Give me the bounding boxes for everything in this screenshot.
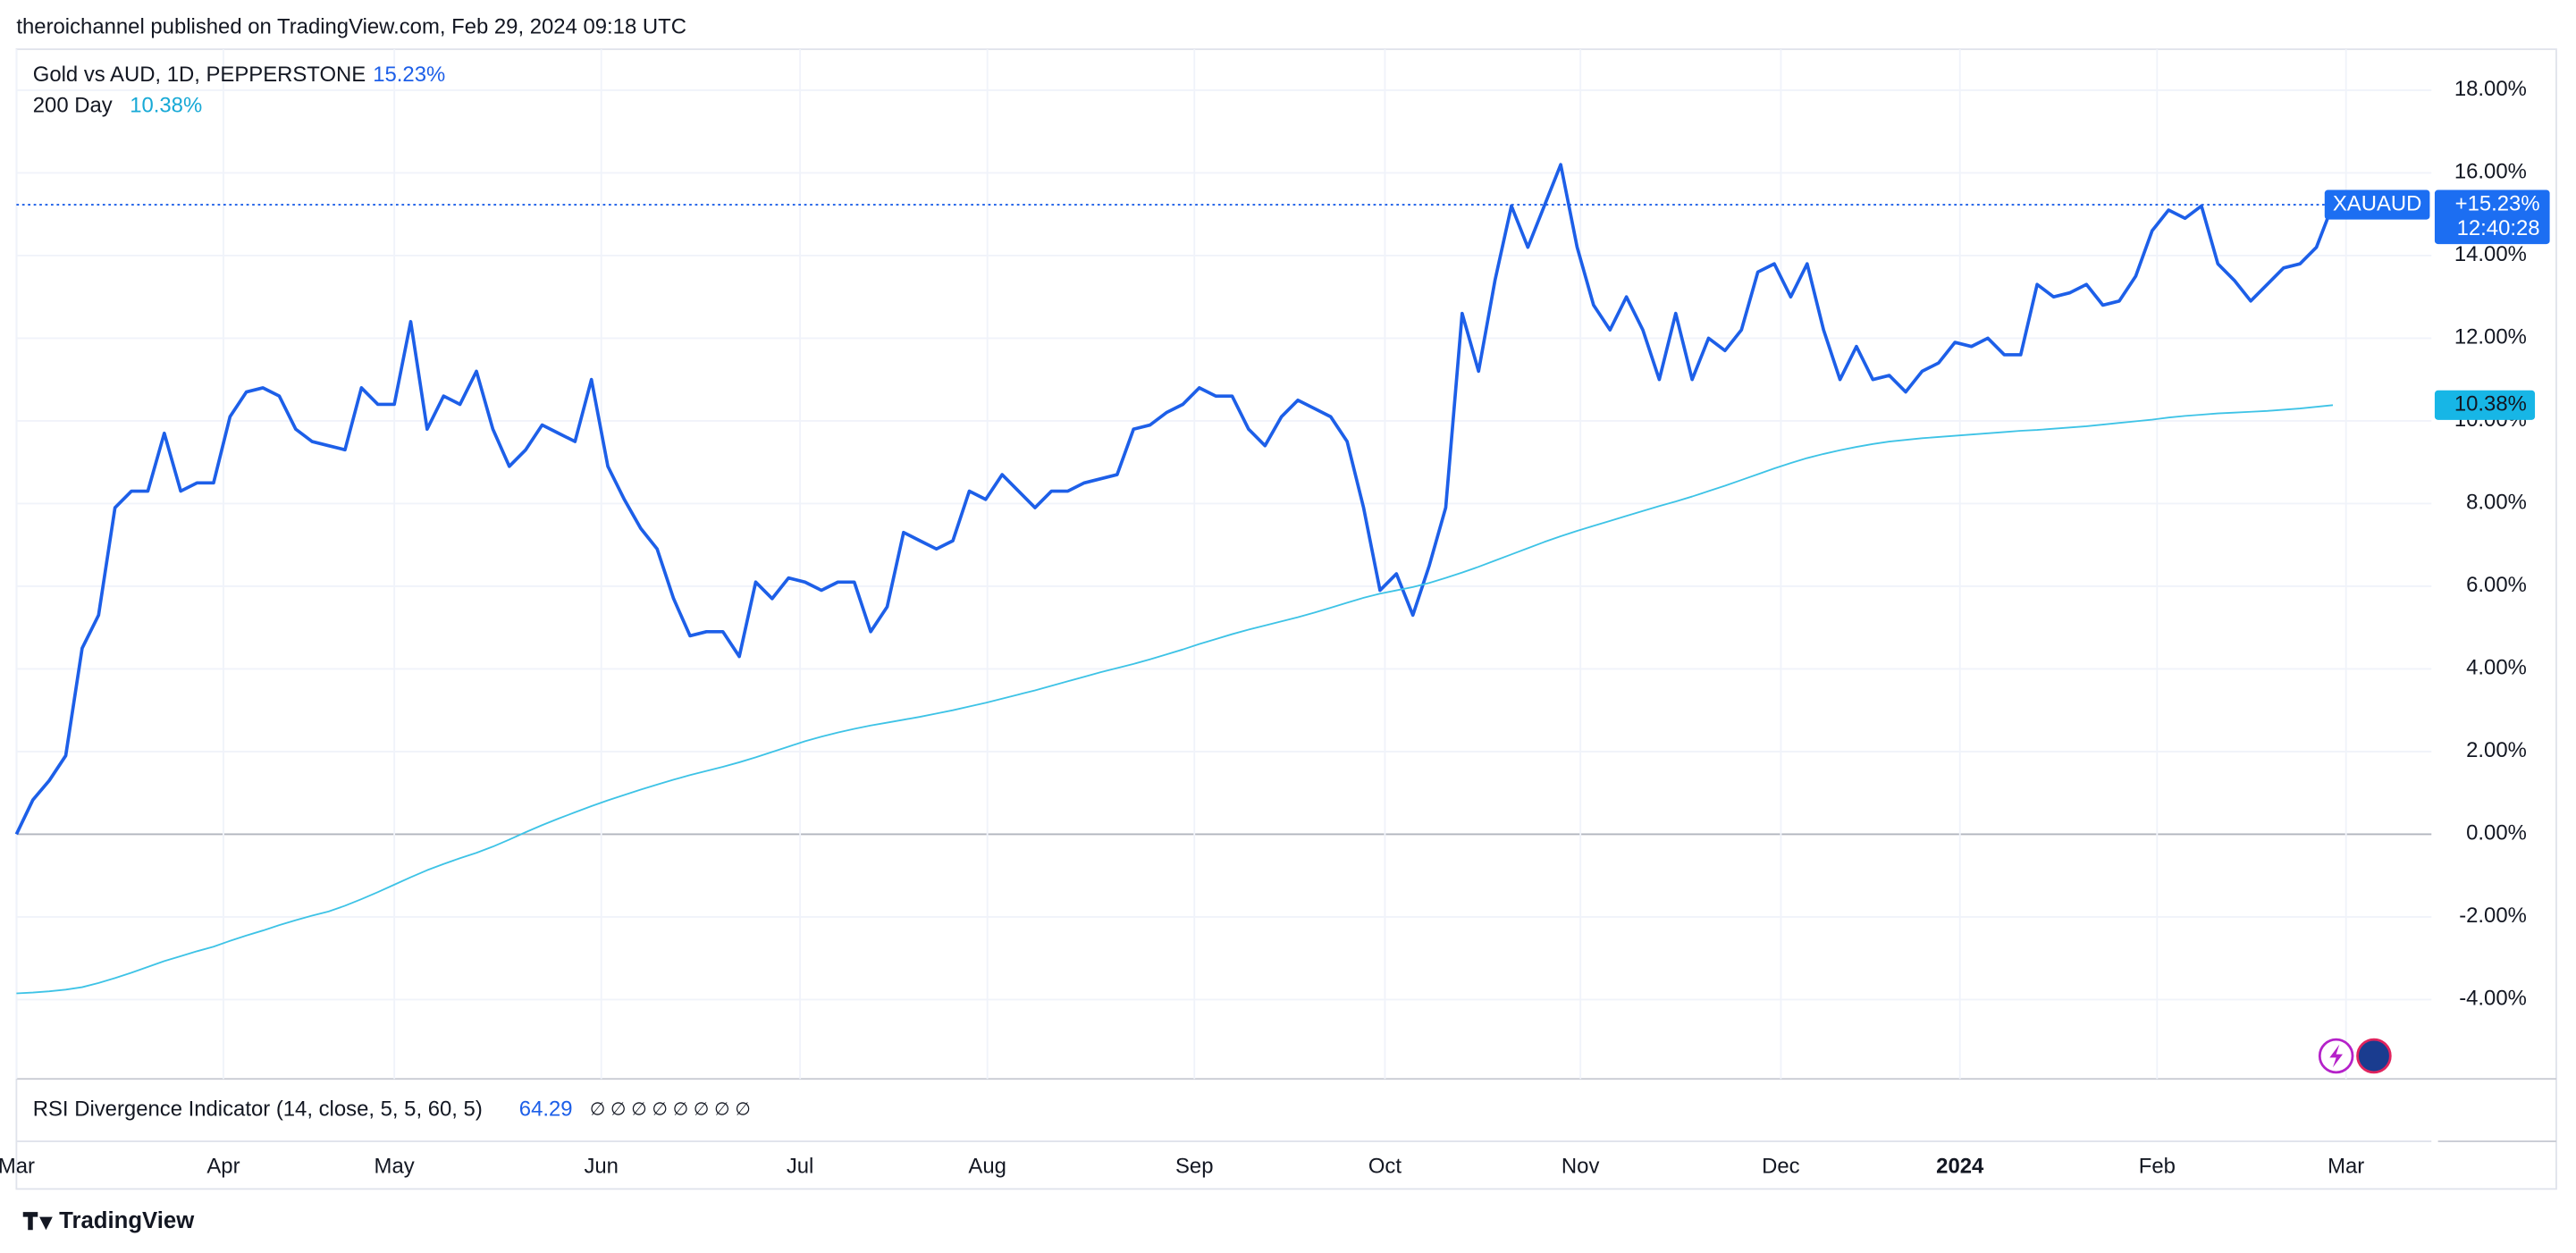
indicator-name: RSI Divergence Indicator (14, close, 5, …: [33, 1097, 483, 1121]
legend-title: Gold vs AUD, 1D, PEPPERSTONE: [33, 63, 366, 87]
footer: TradingView: [59, 1208, 195, 1233]
logo: [22, 1212, 53, 1231]
x-tick-label: Oct: [1368, 1155, 1402, 1179]
y-tick-label: 0.00%: [2466, 821, 2527, 845]
symbol-label: XAUAUD: [2333, 191, 2422, 215]
price-badge: [2434, 189, 2550, 245]
x-tick-label: May: [375, 1155, 415, 1179]
y-tick-label: 16.00%: [2454, 160, 2527, 184]
plot: [14, 163, 2432, 995]
symbol-badge: [2324, 189, 2430, 220]
y-tick-label: -4.00%: [2459, 987, 2527, 1011]
y-tick-label: 12.00%: [2454, 325, 2527, 349]
series-line: [14, 163, 2335, 836]
y-tick-label: -2.00%: [2459, 904, 2527, 928]
indicator-flags: ∅ ∅ ∅ ∅ ∅ ∅ ∅ ∅: [590, 1099, 751, 1119]
icon: [2356, 1038, 2392, 1074]
y-tick-label: 6.00%: [2466, 573, 2527, 597]
x-tick-label: Apr: [206, 1155, 240, 1179]
legend-entry: 200 Day: [33, 94, 113, 118]
ma-label: 10.38%: [2454, 392, 2527, 416]
x-tick-label: Dec: [1762, 1155, 1800, 1179]
y-tick-label: 2.00%: [2466, 738, 2527, 762]
ma-badge: [2434, 390, 2536, 420]
x-tick-label: 2024: [1936, 1155, 1984, 1179]
x-tick-label: Jul: [787, 1155, 814, 1179]
x-tick-label: Feb: [2139, 1155, 2176, 1179]
countdown: 12:40:28: [2457, 216, 2540, 240]
icon: [2329, 1044, 2344, 1068]
y-tick-label: 14.00%: [2454, 242, 2527, 266]
x-tick-label: Jun: [584, 1155, 619, 1179]
x-tick-label: Aug: [968, 1155, 1006, 1179]
legend-value: 15.23%: [373, 63, 445, 87]
x-tick-label: Sep: [1175, 1155, 1213, 1179]
x-tick-label: Mar: [2328, 1155, 2364, 1179]
y-tick-label: 8.00%: [2466, 491, 2527, 515]
x-tick-label: Mar: [0, 1155, 35, 1179]
legend-value: 10.38%: [130, 94, 202, 118]
indicator-value: 64.29: [519, 1097, 573, 1121]
header: theroichannel published on TradingView.c…: [16, 15, 686, 39]
x-tick-label: Nov: [1562, 1155, 1600, 1179]
series-line: [16, 404, 2334, 995]
grid: [15, 49, 2432, 1080]
y-tick-label: 18.00%: [2454, 77, 2527, 101]
price-label: +15.23%: [2455, 191, 2540, 215]
y-tick-label: 4.00%: [2466, 656, 2527, 680]
